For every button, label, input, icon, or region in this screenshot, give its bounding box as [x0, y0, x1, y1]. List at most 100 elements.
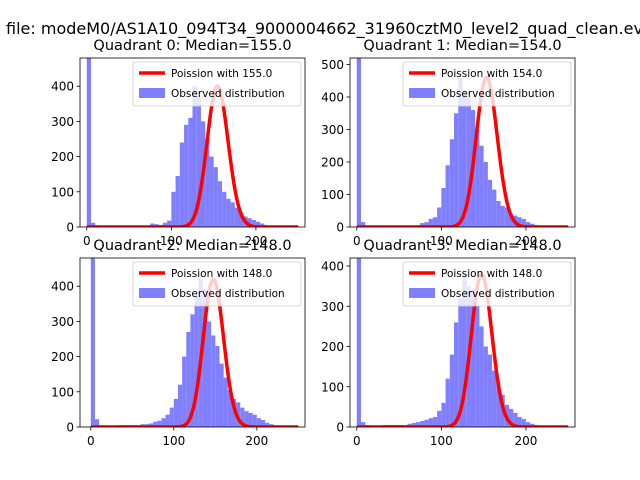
- histogram-bar: [441, 188, 446, 227]
- legend-label-fit: Poission with 148.0: [171, 268, 272, 280]
- histogram-bar: [356, 58, 361, 227]
- histogram-bar: [492, 370, 497, 427]
- histogram-bar: [171, 191, 176, 227]
- x-tick-label: 200: [514, 234, 537, 248]
- subplot-1: 0 100 200 0 100 200 300 400 500 Quadrant 1: Media…: [321, 38, 576, 248]
- subplot-title: Quadrant 3: Median=148.0: [363, 238, 561, 254]
- histogram-bar: [256, 418, 261, 427]
- x-tick-label: 0: [353, 434, 361, 448]
- histogram-bar: [496, 382, 501, 427]
- legend-label-observed: Observed distribution: [441, 88, 555, 100]
- legend-box: [402, 61, 572, 107]
- poisson-fit-line: [355, 272, 570, 427]
- legend-bar-swatch: [139, 88, 165, 98]
- y-tick-label: 300: [321, 123, 344, 137]
- legend-bar-swatch: [409, 288, 435, 298]
- subplot-0: 0 100 200 0 100 200 300 400 Quadrant 0: Median=1…: [51, 38, 306, 248]
- legend-label-observed: Observed distribution: [441, 288, 555, 300]
- histogram-bar: [479, 326, 484, 427]
- histogram-bar: [188, 117, 193, 227]
- histogram-bar: [226, 198, 231, 227]
- legend-label-observed: Observed distribution: [171, 288, 285, 300]
- histogram-bar: [248, 412, 253, 427]
- histogram-bar: [496, 201, 501, 227]
- x-tick-label: 0: [83, 234, 91, 248]
- histogram-bar: [217, 181, 223, 227]
- histogram-bar: [475, 306, 480, 427]
- histogram-bar: [437, 410, 442, 427]
- x-tick-label: 100: [430, 434, 453, 448]
- figure-suptitle: n file: modeM0/AS1A10_094T34_9000004662_…: [0, 19, 640, 39]
- histogram-bar: [509, 214, 514, 227]
- legend: Poission with 148.0 Observed distribution: [402, 261, 572, 307]
- y-tick-label: 400: [51, 280, 74, 294]
- histogram-bar: [196, 96, 201, 227]
- histogram-bar: [428, 418, 433, 427]
- subplot-2: 0 100 200 0 100 200 300 400 Quadrant 2: Median=1…: [51, 238, 306, 448]
- histogram-bar: [424, 419, 429, 427]
- histogram-bar: [247, 218, 252, 227]
- histogram-bar: [190, 314, 195, 427]
- histogram-bar: [411, 422, 416, 427]
- axes-frame: [349, 57, 576, 228]
- histogram-bar: [441, 402, 446, 427]
- histogram-bar: [240, 407, 245, 427]
- x-tick-label: 100: [430, 234, 453, 248]
- histogram-bar: [153, 421, 158, 427]
- histogram-bar: [437, 207, 442, 227]
- histogram-bar: [454, 322, 459, 427]
- plot-area: [85, 58, 300, 227]
- y-tick-label: 200: [51, 150, 74, 164]
- histogram-bar: [90, 258, 95, 427]
- histogram-bar: [86, 58, 91, 227]
- histogram-bar: [261, 419, 266, 427]
- histogram-bar: [424, 222, 429, 227]
- histogram-bar: [517, 217, 522, 227]
- histogram-bar: [521, 418, 526, 427]
- histogram-bar: [475, 129, 480, 227]
- x-tick-label: 200: [244, 234, 267, 248]
- histogram-bar: [94, 419, 100, 427]
- y-tick-label: 0: [336, 221, 344, 235]
- histogram-bar: [462, 274, 467, 427]
- legend-label-fit: Poission with 154.0: [441, 68, 542, 80]
- histogram-bar: [356, 258, 361, 427]
- histogram-bar: [521, 218, 526, 227]
- y-tick-label: 300: [51, 315, 74, 329]
- histogram-bar: [517, 416, 522, 427]
- histogram-bar: [525, 222, 531, 227]
- histogram-bar: [182, 356, 187, 427]
- x-tick-label: 0: [353, 234, 361, 248]
- y-tick-label: 0: [66, 221, 74, 235]
- y-tick-label: 100: [321, 188, 344, 202]
- histogram-bar: [255, 221, 261, 227]
- x-tick-label: 0: [87, 434, 95, 448]
- subplot-grid: 0 100 200 0 100 200 300 400 Quadrant 0: Median=1…: [51, 38, 576, 448]
- y-tick-label: 100: [51, 385, 74, 399]
- histogram-bar: [454, 113, 459, 227]
- histogram-bar: [173, 398, 178, 427]
- y-tick-label: 400: [321, 260, 344, 274]
- legend-label-fit: Poission with 155.0: [171, 68, 272, 80]
- histogram-bar: [162, 222, 168, 227]
- histogram-bar: [194, 296, 199, 427]
- histogram-bar: [175, 175, 180, 227]
- x-tick-label: 100: [162, 434, 185, 448]
- axes-frame: [79, 257, 306, 428]
- histogram-bar: [251, 219, 256, 227]
- y-tick-label: 500: [321, 58, 344, 72]
- histogram-bar: [239, 212, 244, 227]
- histogram-bar: [483, 162, 488, 227]
- histogram-bar: [207, 321, 212, 427]
- histogram-bar: [161, 418, 166, 427]
- histogram-bar: [432, 217, 438, 227]
- histogram-bar: [513, 412, 518, 427]
- histogram-bar: [157, 420, 162, 427]
- histogram-bar: [415, 422, 421, 427]
- legend-box: [132, 261, 302, 307]
- histogram-bar: [252, 414, 257, 427]
- histogram-bar: [525, 422, 531, 427]
- legend-bar-swatch: [409, 88, 435, 98]
- histogram-bar: [449, 139, 455, 227]
